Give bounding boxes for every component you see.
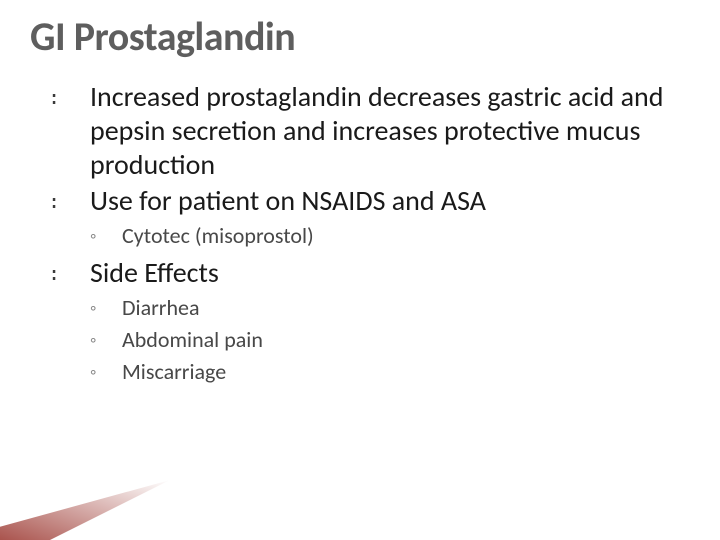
slide-title: GI Prostaglandin xyxy=(30,12,295,61)
list-subitem: ◦ Cytotec (misoprostol) xyxy=(90,222,690,250)
list-item-text: Increased prostaglandin decreases gastri… xyxy=(90,80,690,182)
bullet-icon: ։ xyxy=(50,80,90,114)
list-item: ։ Increased prostaglandin decreases gast… xyxy=(50,80,690,182)
accent-wedge-icon xyxy=(0,480,170,540)
slide: GI Prostaglandin ։ Increased prostagland… xyxy=(0,0,720,540)
sub-bullet-icon: ◦ xyxy=(90,326,122,354)
list-item-text: Use for patient on NSAIDS and ASA xyxy=(90,184,690,218)
list-item-text: Side Effects xyxy=(90,256,690,290)
list-subitem-text: Diarrhea xyxy=(122,294,690,322)
bullet-icon: ։ xyxy=(50,184,90,218)
list-item: ։ Side Effects xyxy=(50,256,690,290)
list-subitem-text: Cytotec (misoprostol) xyxy=(122,222,690,250)
slide-body: ։ Increased prostaglandin decreases gast… xyxy=(50,80,690,390)
sub-bullet-icon: ◦ xyxy=(90,222,122,250)
list-subitem: ◦ Miscarriage xyxy=(90,358,690,386)
list-subitem: ◦ Diarrhea xyxy=(90,294,690,322)
sub-bullet-icon: ◦ xyxy=(90,358,122,386)
sub-bullet-icon: ◦ xyxy=(90,294,122,322)
list-subitem-text: Miscarriage xyxy=(122,358,690,386)
list-item: ։ Use for patient on NSAIDS and ASA xyxy=(50,184,690,218)
list-subitem: ◦ Abdominal pain xyxy=(90,326,690,354)
bullet-icon: ։ xyxy=(50,256,90,290)
list-subitem-text: Abdominal pain xyxy=(122,326,690,354)
